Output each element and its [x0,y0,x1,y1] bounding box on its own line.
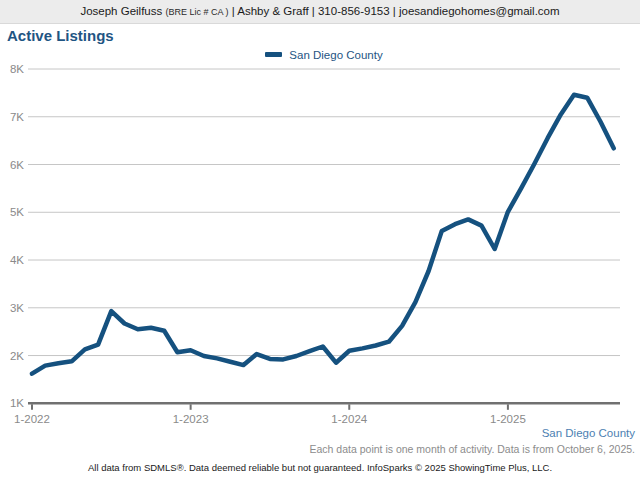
data-note: Each data point is one month of activity… [310,443,635,455]
y-axis-label: 4K [10,254,24,266]
region-label: San Diego County [542,427,635,439]
active-listings-chart: 1K 2K 3K 4K 5K 6K 7K 8K 1-2022 1-2023 1-2024 1-2025 [0,0,640,440]
y-axis-label: 8K [10,63,24,75]
y-axis-label: 2K [10,350,24,362]
san-diego-county-line [32,95,614,374]
y-axis-label: 1K [10,397,24,409]
y-axis-label: 6K [10,159,24,171]
x-axis-label: 1-2025 [490,413,526,425]
y-axis-label: 7K [10,111,24,123]
x-axis-label: 1-2022 [14,413,50,425]
x-axis-label: 1-2024 [331,413,367,425]
copyright-note: All data from SDMLS®. Data deemed reliab… [0,462,640,473]
y-axis-label: 3K [10,302,24,314]
x-axis-label: 1-2023 [173,413,209,425]
y-axis-label: 5K [10,206,24,218]
